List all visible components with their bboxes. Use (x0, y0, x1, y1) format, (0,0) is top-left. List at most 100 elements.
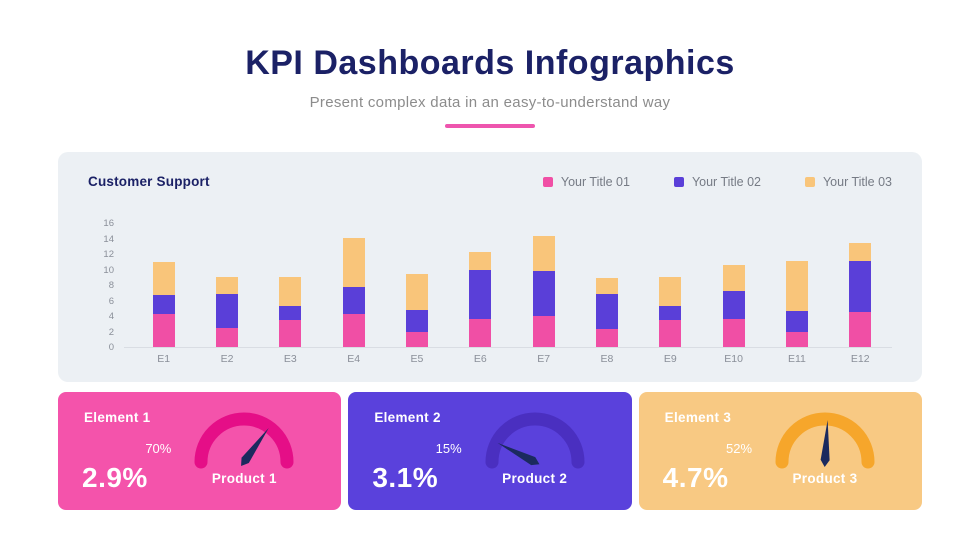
x-axis-label: E3 (283, 353, 297, 365)
bar-segment (785, 311, 808, 332)
card-big-value: 4.7% (662, 462, 729, 493)
bar-segment (849, 260, 872, 313)
gauge: 15% Product 2 (436, 400, 594, 486)
gauge: 52% Product 3 (726, 400, 884, 486)
bar-segment (342, 287, 365, 315)
bar-segment (532, 236, 555, 272)
legend-label: Your Title 02 (691, 174, 761, 189)
x-axis-label: E12 (850, 353, 870, 365)
bar-column: E4 (322, 223, 385, 365)
legend-item: Your Title 01 (542, 174, 630, 189)
y-tick-label: 6 (108, 295, 114, 307)
page-title: KPI Dashboards Infographics (245, 44, 735, 82)
bar-segment (532, 316, 555, 347)
card-big-value: 2.9% (82, 462, 148, 493)
x-axis-label: E5 (410, 353, 424, 365)
bar-column: E8 (575, 223, 638, 365)
gauge-product-label: Product 1 (211, 471, 277, 486)
bar-segment (215, 277, 238, 294)
legend-swatch (542, 176, 553, 187)
bar-segment (215, 327, 238, 347)
bar-segment (595, 329, 618, 347)
bar-segment (405, 274, 428, 310)
bar-segment (152, 314, 175, 347)
gauge-arc (194, 412, 294, 469)
bar-column: E5 (385, 223, 448, 365)
bar-column: E2 (195, 223, 258, 365)
bar-stack (532, 236, 555, 347)
bar-segment (849, 243, 872, 261)
bar-segment (722, 264, 745, 292)
legend-item: Your Title 03 (804, 175, 892, 189)
bar-column: E11 (765, 223, 828, 365)
kpi-card: Element 2 3.1% 15% Product 2 (348, 392, 632, 510)
gauge-dial (775, 412, 875, 469)
bar-column: E9 (639, 223, 702, 365)
y-tick-label: 14 (103, 233, 114, 245)
bar-segment (722, 319, 745, 347)
y-tick-label: 0 (108, 342, 114, 353)
y-tick-label: 2 (108, 326, 114, 338)
card-big-value: 3.1% (372, 462, 439, 493)
slide-header: KPI Dashboards Infographics Present comp… (0, 0, 980, 128)
bar-series: E1 E2 E3 E4 E5 E6 E7 E8 E9 E10 E11 E12 (132, 223, 892, 365)
bar-segment (785, 331, 808, 347)
gauge-needle (241, 428, 270, 467)
bar-column: E7 (512, 223, 575, 365)
bar-segment (659, 277, 682, 306)
legend-swatch (673, 176, 684, 187)
gauge-dial (194, 412, 294, 469)
card-title: Element 3 (664, 410, 732, 425)
bar-column: E10 (702, 223, 765, 365)
bar-stack (659, 277, 682, 347)
legend-swatch (804, 176, 815, 187)
bar-segment (659, 319, 682, 347)
x-axis-label: E1 (157, 353, 171, 365)
chart-legend: Your Title 01 Your Title 02 Your Title 03 (542, 174, 892, 189)
gauge-percent-label: 15% (435, 441, 462, 456)
bar-stack (849, 243, 872, 347)
kpi-cards: Element 1 2.9% 70% Product 1 Element 2 3.1% 15… (58, 392, 922, 510)
kpi-card: Element 1 2.9% 70% Product 1 (58, 392, 342, 510)
bar-stack (152, 261, 175, 347)
gauge: 70% Product 1 (145, 400, 303, 486)
gauge-arc (775, 412, 875, 469)
plot-area: E1 E2 E3 E4 E5 E6 E7 E8 E9 E10 E11 E12 (132, 223, 892, 365)
x-axis-label: E9 (663, 353, 677, 365)
legend-item: Your Title 02 (673, 174, 761, 189)
y-tick-label: 16 (103, 218, 114, 229)
bar-segment (595, 278, 618, 295)
bar-segment (722, 291, 745, 320)
gauge-product-label: Product 3 (792, 471, 858, 486)
x-axis-label: E7 (537, 353, 551, 365)
y-tick-label: 10 (103, 264, 114, 276)
page-subtitle: Present complex data in an easy-to-under… (309, 94, 671, 111)
x-axis-label: E4 (347, 353, 361, 365)
title-underline (445, 124, 535, 128)
bar-segment (342, 237, 365, 288)
bar-segment (469, 270, 492, 320)
gauge-product-label: Product 2 (502, 471, 568, 486)
x-axis-label: E11 (787, 353, 806, 365)
kpi-card: Element 3 4.7% 52% Product 3 (638, 392, 922, 510)
x-axis-baseline (124, 347, 892, 348)
bar-stack (595, 278, 618, 347)
x-axis-label: E6 (473, 353, 487, 365)
card-title: Element 2 (374, 410, 441, 425)
chart-title: Customer Support (88, 174, 210, 189)
chart-header: Customer Support Your Title 01 Your Title… (88, 174, 892, 189)
bar-segment (532, 271, 555, 316)
gauge-percent-label: 70% (145, 441, 172, 456)
card-title: Element 1 (84, 410, 151, 425)
bar-stack (722, 264, 745, 347)
bar-segment (659, 305, 682, 320)
bar-stack (279, 277, 302, 347)
gauge-needle (497, 442, 540, 466)
bar-stack (469, 251, 492, 347)
bar-segment (405, 331, 428, 347)
y-tick-label: 8 (108, 280, 114, 291)
bar-segment (405, 309, 428, 332)
gauge-needle (820, 420, 830, 467)
legend-label: Your Title 01 (560, 174, 630, 189)
